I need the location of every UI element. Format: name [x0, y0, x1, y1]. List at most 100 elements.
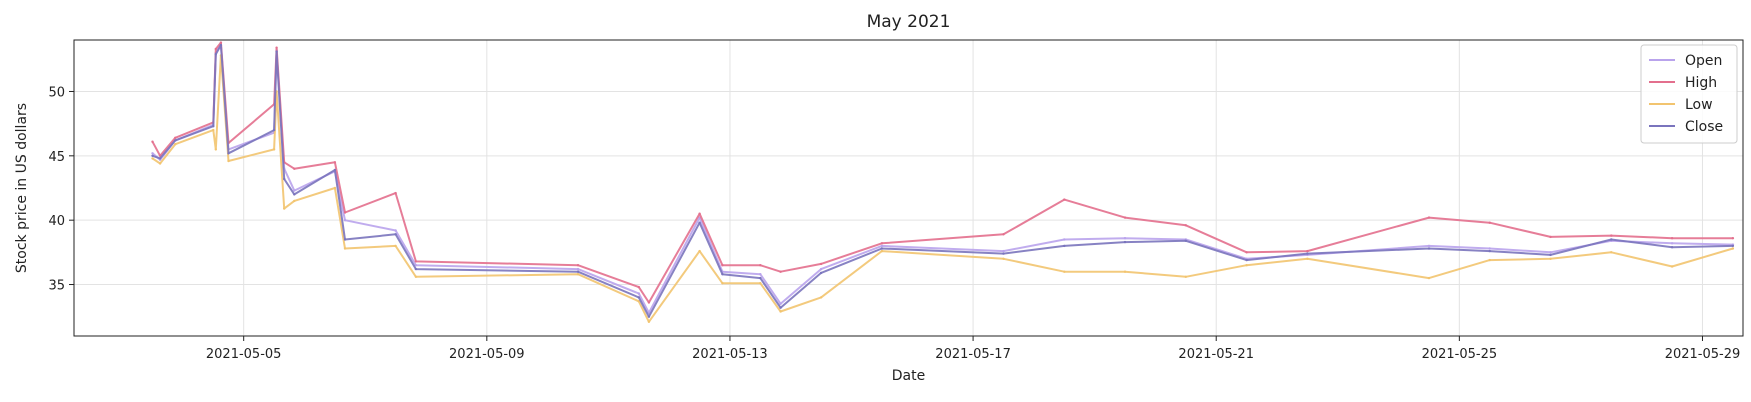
low-point: [158, 162, 162, 165]
high-point: [333, 161, 337, 164]
high-point: [219, 41, 223, 44]
low-line: [151, 54, 1734, 323]
open-point: [414, 264, 418, 267]
open-point: [880, 244, 884, 248]
x-axis-label: Date: [892, 368, 925, 384]
high-point: [576, 264, 580, 267]
high-point: [1245, 251, 1248, 254]
low-point: [819, 296, 823, 299]
low-point: [1123, 270, 1127, 273]
low-point: [779, 310, 782, 313]
open-point: [394, 229, 397, 232]
low-point: [293, 199, 296, 203]
close-point: [214, 53, 217, 56]
low-point: [1063, 270, 1066, 273]
x-tick-label: 2021-05-17: [935, 347, 1011, 362]
high-point: [214, 47, 217, 51]
plot-frame: [73, 39, 1744, 337]
low-point: [394, 244, 397, 248]
low-point: [698, 249, 701, 253]
close-point: [1427, 247, 1431, 250]
low-point: [1610, 251, 1613, 254]
close-point: [1670, 246, 1674, 249]
high-point: [1670, 237, 1674, 240]
close-point: [1002, 252, 1005, 255]
open-point: [819, 267, 823, 271]
series-low: [151, 54, 1735, 323]
close-point: [212, 125, 215, 128]
x-tick-label: 2021-05-21: [1178, 347, 1254, 362]
low-point: [1245, 264, 1248, 267]
close-point: [1549, 253, 1552, 257]
open-point: [1488, 247, 1491, 250]
series-close: [151, 43, 1735, 318]
legend-label-close: Close: [1685, 119, 1723, 135]
high-point: [880, 242, 884, 245]
high-point: [1488, 221, 1491, 224]
low-point: [414, 275, 418, 278]
high-point: [1610, 234, 1613, 237]
open-point: [1002, 249, 1005, 253]
close-point: [174, 139, 177, 142]
close-point: [1063, 244, 1066, 248]
close-point: [219, 43, 223, 47]
high-line: [151, 41, 1733, 304]
open-point: [1427, 244, 1431, 248]
x-tick-label: 2021-05-05: [206, 347, 282, 362]
high-point: [293, 167, 296, 170]
low-point: [1184, 275, 1188, 278]
low-point: [333, 186, 337, 190]
legend: Open High Low Close: [1640, 44, 1738, 144]
open-point: [759, 273, 762, 276]
low-point: [1488, 258, 1491, 262]
close-point: [394, 233, 397, 236]
close-point: [1488, 249, 1491, 253]
close-point: [227, 152, 230, 155]
close-point: [1123, 240, 1127, 244]
y-tick-label: 45: [48, 150, 65, 165]
close-point: [698, 221, 701, 224]
close-point: [1610, 238, 1613, 241]
close-point: [275, 50, 278, 53]
close-point: [779, 306, 782, 309]
high-point: [1123, 216, 1127, 219]
x-tick-label: 2021-05-09: [449, 347, 525, 362]
open-point: [1123, 237, 1127, 240]
close-point: [819, 271, 823, 275]
y-tick-label: 50: [48, 85, 65, 100]
close-point: [1184, 239, 1188, 242]
low-point: [1549, 257, 1552, 260]
x-tick-label: 2021-05-29: [1665, 347, 1741, 362]
high-point: [1063, 198, 1066, 201]
y-tick-label: 35: [48, 279, 65, 294]
high-point: [414, 260, 418, 263]
close-point: [1731, 244, 1735, 248]
low-point: [759, 282, 762, 285]
open-point: [1063, 238, 1066, 241]
open-point: [1549, 251, 1552, 254]
close-point: [721, 273, 724, 276]
open-point: [151, 152, 154, 155]
high-point: [637, 285, 640, 289]
high-point: [1306, 249, 1309, 253]
low-point: [283, 207, 286, 210]
low-point: [151, 157, 154, 160]
x-tick-label: 2021-05-25: [1422, 347, 1498, 362]
y-tick-label: 40: [48, 214, 65, 229]
legend-box: [1640, 44, 1738, 144]
low-point: [721, 282, 724, 285]
high-point: [1427, 216, 1431, 219]
high-point: [275, 46, 278, 49]
legend-label-low: Low: [1685, 97, 1713, 113]
low-point: [227, 159, 230, 163]
open-point: [576, 267, 580, 271]
high-point: [759, 264, 762, 267]
close-point: [283, 177, 286, 181]
high-point: [647, 301, 651, 304]
x-axis: 2021-05-05 2021-05-09 2021-05-13 2021-05-17…: [206, 336, 1740, 362]
series-high: [151, 41, 1735, 304]
close-point: [293, 193, 296, 196]
high-point: [779, 270, 782, 273]
low-point: [272, 148, 276, 151]
